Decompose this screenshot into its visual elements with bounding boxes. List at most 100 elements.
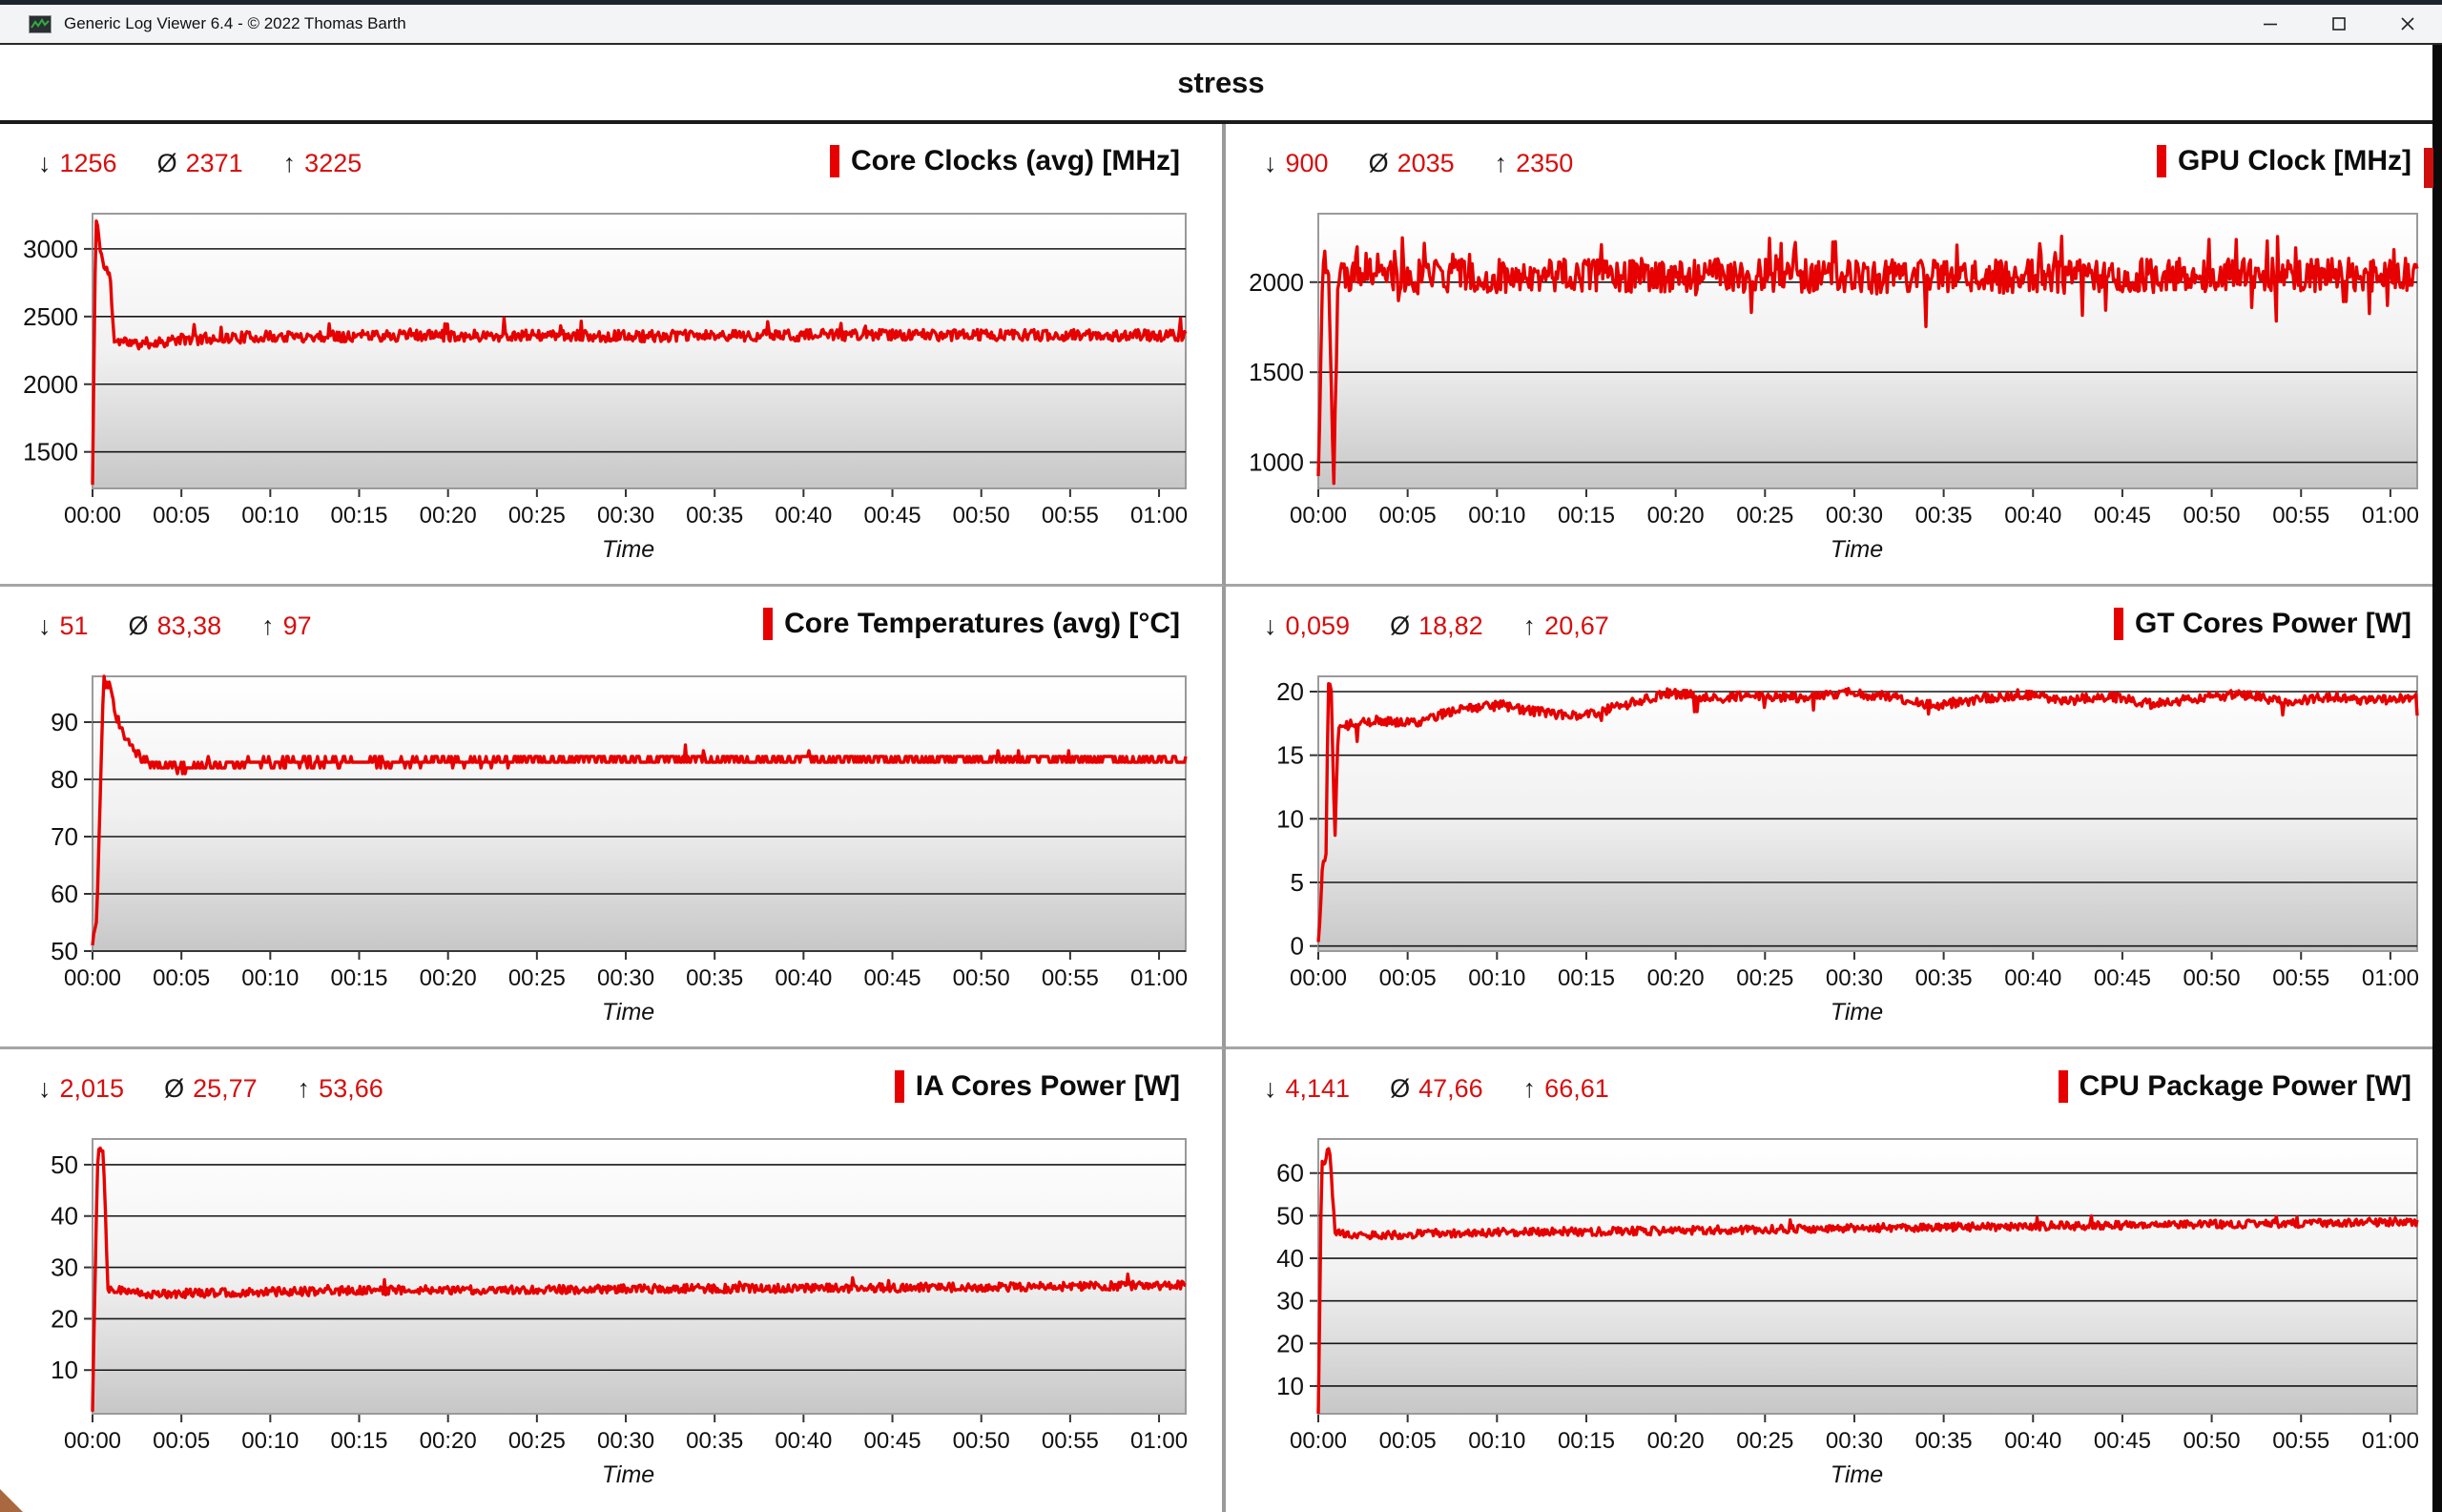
svg-text:00:10: 00:10: [241, 1428, 299, 1454]
svg-text:00:30: 00:30: [597, 1428, 654, 1454]
svg-text:00:55: 00:55: [1042, 503, 1099, 528]
avg-symbol-icon: Ø: [1390, 611, 1411, 640]
max-arrow-icon: ↑: [297, 1074, 311, 1103]
svg-text:00:10: 00:10: [1468, 1428, 1525, 1454]
chart-panel-gpu-clock: ↓ 900 Ø 2035 ↑ 2350 GPU Clock [MHz] 1000…: [1226, 124, 2432, 587]
svg-text:00:35: 00:35: [1915, 1428, 1973, 1454]
svg-text:Time: Time: [602, 536, 654, 563]
chart-plot-core-clocks: 1500 2000 2500 3000 00:00 00:05 00:10 00:15 00:2…: [23, 213, 1188, 563]
stat-min: 900: [1285, 149, 1329, 177]
stat-max: 97: [282, 611, 312, 640]
chart-title: IA Cores Power [W]: [894, 1070, 1180, 1103]
chart-stats: ↓ 51 Ø 83,38 ↑ 97: [38, 611, 352, 641]
svg-text:00:55: 00:55: [2272, 1428, 2329, 1454]
svg-text:Time: Time: [1831, 999, 1883, 1025]
avg-symbol-icon: Ø: [164, 1074, 185, 1103]
right-edge-strip: [2432, 45, 2442, 1512]
close-button[interactable]: [2373, 5, 2442, 43]
svg-text:00:05: 00:05: [153, 503, 210, 528]
svg-text:00:40: 00:40: [2004, 965, 2061, 991]
series-color-marker-icon: [2058, 1070, 2068, 1103]
svg-text:Time: Time: [1831, 536, 1883, 563]
svg-text:80: 80: [51, 765, 78, 794]
min-arrow-icon: ↓: [38, 611, 52, 640]
svg-text:00:35: 00:35: [1915, 965, 1973, 991]
svg-text:00:10: 00:10: [1468, 965, 1525, 991]
maximize-button[interactable]: [2305, 5, 2373, 43]
svg-text:00:25: 00:25: [1736, 965, 1793, 991]
svg-text:00:50: 00:50: [953, 965, 1010, 991]
cutoff-chart-marker: [2424, 148, 2433, 188]
chart-title-text: Core Temperatures (avg) [°C]: [784, 608, 1180, 639]
chart-title: Core Clocks (avg) [MHz]: [829, 145, 1180, 177]
svg-text:10: 10: [51, 1356, 78, 1384]
svg-text:00:00: 00:00: [64, 503, 121, 528]
svg-text:00:50: 00:50: [953, 503, 1010, 528]
svg-text:00:20: 00:20: [420, 965, 477, 991]
charts-grid: ↓ 1256 Ø 2371 ↑ 3225 Core Clocks (avg) […: [0, 124, 2432, 1512]
stat-min: 1256: [59, 149, 117, 177]
chart-title: CPU Package Power [W]: [2058, 1070, 2411, 1103]
svg-text:10: 10: [1276, 1372, 1304, 1400]
svg-text:00:35: 00:35: [1915, 503, 1973, 528]
svg-text:01:00: 01:00: [1130, 1428, 1188, 1454]
svg-text:00:05: 00:05: [1379, 965, 1437, 991]
svg-text:00:10: 00:10: [241, 965, 299, 991]
mouse-cursor-artifact: [0, 1489, 23, 1512]
svg-text:00:40: 00:40: [775, 503, 832, 528]
svg-text:00:05: 00:05: [153, 965, 210, 991]
chart-stats: ↓ 1256 Ø 2371 ↑ 3225: [38, 149, 402, 178]
svg-text:00:15: 00:15: [1558, 503, 1615, 528]
svg-text:00:50: 00:50: [2183, 965, 2241, 991]
min-arrow-icon: ↓: [1264, 611, 1277, 640]
maximize-icon: [2332, 17, 2346, 31]
stat-avg: 2371: [185, 149, 243, 177]
min-arrow-icon: ↓: [38, 149, 52, 177]
svg-text:20: 20: [51, 1304, 78, 1333]
svg-text:00:25: 00:25: [508, 965, 566, 991]
svg-text:60: 60: [51, 880, 78, 908]
svg-text:00:40: 00:40: [2004, 1428, 2061, 1454]
chart-panel-gt-cores-power: ↓ 0,059 Ø 18,82 ↑ 20,67 GT Cores Power […: [1226, 587, 2432, 1049]
stat-avg: 2035: [1397, 149, 1455, 177]
max-arrow-icon: ↑: [1522, 611, 1537, 640]
svg-text:00:00: 00:00: [64, 1428, 121, 1454]
svg-text:00:30: 00:30: [1826, 503, 1883, 528]
svg-text:00:45: 00:45: [864, 503, 921, 528]
svg-text:00:30: 00:30: [1826, 965, 1883, 991]
svg-text:60: 60: [1276, 1159, 1304, 1188]
svg-text:00:20: 00:20: [420, 1428, 477, 1454]
chart-plot-ia-cores-power: 10 20 30 40 50 00:00 00:05 00:10 00:15 00:20 00:25…: [51, 1138, 1188, 1488]
chart-title: Core Temperatures (avg) [°C]: [763, 608, 1180, 640]
svg-text:00:25: 00:25: [508, 1428, 566, 1454]
svg-text:00:55: 00:55: [2272, 965, 2329, 991]
svg-text:40: 40: [51, 1202, 78, 1231]
svg-text:10: 10: [1276, 804, 1304, 833]
svg-text:3000: 3000: [23, 235, 78, 263]
svg-text:00:05: 00:05: [1379, 503, 1437, 528]
svg-text:00:15: 00:15: [330, 965, 387, 991]
svg-text:00:25: 00:25: [508, 503, 566, 528]
avg-symbol-icon: Ø: [1390, 1074, 1411, 1103]
svg-text:01:00: 01:00: [2362, 1428, 2419, 1454]
chart-stats: ↓ 900 Ø 2035 ↑ 2350: [1264, 149, 1613, 178]
svg-text:90: 90: [51, 708, 78, 736]
svg-text:00:10: 00:10: [1468, 503, 1525, 528]
max-arrow-icon: ↑: [1522, 1074, 1537, 1103]
svg-text:00:15: 00:15: [1558, 965, 1615, 991]
svg-text:1000: 1000: [1249, 448, 1304, 477]
window-title: Generic Log Viewer 6.4 - © 2022 Thomas B…: [64, 14, 406, 32]
chart-plot-gpu-clock: 1000 1500 2000 00:00 00:05 00:10 00:15 00:20 00:…: [1249, 213, 2419, 563]
svg-text:2000: 2000: [1249, 268, 1304, 297]
svg-text:00:10: 00:10: [241, 503, 299, 528]
svg-text:1500: 1500: [23, 438, 78, 466]
avg-symbol-icon: Ø: [1368, 149, 1389, 177]
stat-min: 2,015: [59, 1074, 125, 1103]
svg-text:00:15: 00:15: [1558, 1428, 1615, 1454]
stat-max: 3225: [304, 149, 362, 177]
minimize-button[interactable]: [2236, 5, 2305, 43]
series-color-marker-icon: [2156, 145, 2166, 177]
svg-text:00:35: 00:35: [686, 965, 743, 991]
svg-text:01:00: 01:00: [2362, 503, 2419, 528]
series-color-marker-icon: [2113, 608, 2123, 640]
